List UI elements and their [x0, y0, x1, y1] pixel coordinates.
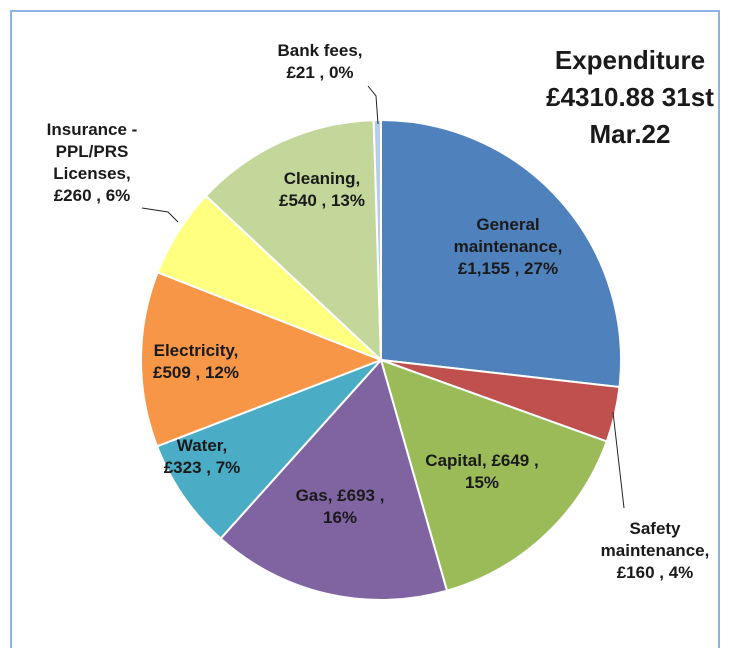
- category-label: Bank fees,: [277, 41, 363, 60]
- pie-slice: [219, 357, 449, 601]
- category-label: Insurance - PPL/PRS Licenses,: [46, 120, 138, 183]
- slice-label: Insurance - PPL/PRS Licenses, £260 , 6%: [37, 119, 147, 207]
- slice-label: Gas, £693 , 16%: [285, 485, 395, 529]
- pie-slice: [155, 359, 382, 540]
- slice-label: Water, £323 , 7%: [147, 435, 257, 479]
- value-label: £540 , 13%: [278, 191, 365, 210]
- slice-label: Electricity, £509 , 12%: [136, 340, 256, 384]
- chart-title: Expenditure £4310.88 31st Mar.22: [546, 45, 714, 149]
- value-label: £693 , 16%: [322, 486, 385, 527]
- pie-slice: [379, 358, 609, 592]
- value-label: £323 , 7%: [163, 458, 241, 477]
- pie-slice: [380, 118, 622, 389]
- leader-line: [141, 207, 179, 223]
- slice-label: Capital, £649 , 15%: [417, 450, 547, 494]
- value-label: £509 , 12%: [152, 363, 239, 382]
- leader-line: [367, 85, 379, 125]
- category-label: Cleaning,: [283, 169, 361, 188]
- pie: [140, 118, 622, 601]
- slice-label: Cleaning, £540 , 13%: [262, 168, 382, 212]
- value-label: £649 , 15%: [464, 451, 539, 492]
- slice-label: Safety maintenance, £160 , 4%: [590, 518, 720, 584]
- category-label: Electricity,: [153, 341, 239, 360]
- pie-slice: [204, 119, 383, 363]
- value-label: £260 , 6%: [53, 186, 131, 205]
- value-label: £1,155 , 27%: [457, 259, 559, 278]
- slice-label: General maintenance, £1,155 , 27%: [423, 214, 593, 280]
- category-label: Capital,: [425, 451, 487, 470]
- value-label: £21 , 0%: [286, 63, 354, 82]
- category-label: Water,: [176, 436, 228, 455]
- pie-slice: [140, 271, 384, 448]
- category-label: Gas,: [295, 486, 333, 505]
- category-label: General maintenance,: [453, 215, 563, 256]
- slice-label: Bank fees, £21 , 0%: [270, 40, 370, 84]
- category-label: Safety maintenance,: [600, 519, 710, 560]
- value-label: £160 , 4%: [616, 563, 694, 582]
- frame: [10, 10, 720, 648]
- leader-line: [612, 411, 625, 509]
